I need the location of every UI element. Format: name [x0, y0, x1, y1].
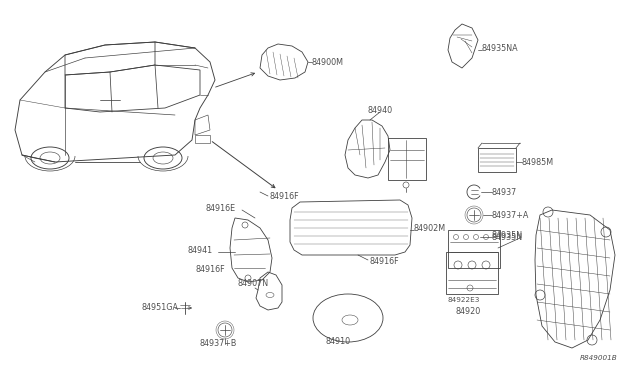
Text: 84940: 84940: [368, 106, 393, 115]
Text: 84916F: 84916F: [370, 257, 399, 266]
Text: R849001B: R849001B: [580, 355, 618, 361]
Text: 84935N: 84935N: [492, 232, 523, 241]
Text: 84937: 84937: [492, 187, 517, 196]
Text: 84937+B: 84937+B: [200, 340, 237, 349]
Text: 84910: 84910: [326, 337, 351, 346]
Text: 84916F: 84916F: [270, 192, 300, 201]
Bar: [388, 138, 426, 180]
Text: 84937+A: 84937+A: [492, 211, 529, 219]
Text: 84922E3: 84922E3: [448, 297, 481, 303]
Bar: [195, 135, 210, 143]
Text: 84935NA: 84935NA: [482, 44, 518, 52]
Text: 84951GA: 84951GA: [142, 304, 179, 312]
Text: 84985M: 84985M: [522, 157, 554, 167]
Text: 84900M: 84900M: [312, 58, 344, 67]
Text: 84907N: 84907N: [238, 279, 269, 289]
Bar: [446, 252, 498, 294]
Text: 84935N: 84935N: [492, 231, 523, 240]
Text: 84941: 84941: [188, 246, 213, 254]
Bar: [448, 230, 500, 268]
Text: 84920: 84920: [456, 308, 481, 317]
Bar: [478, 148, 516, 172]
Text: 84916F: 84916F: [195, 266, 225, 275]
Text: 84902M: 84902M: [414, 224, 446, 232]
Text: 84916E: 84916E: [205, 203, 235, 212]
